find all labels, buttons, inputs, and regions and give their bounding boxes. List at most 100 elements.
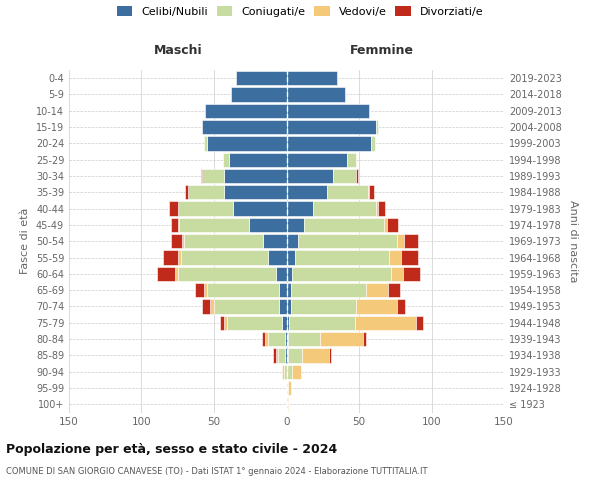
Bar — [287, 332, 288, 346]
Bar — [397, 234, 404, 248]
Bar — [195, 283, 204, 298]
Bar — [288, 348, 302, 362]
Bar — [404, 234, 418, 248]
Bar — [185, 185, 188, 200]
Bar — [355, 316, 416, 330]
Bar — [403, 266, 420, 281]
Bar — [204, 136, 207, 150]
Bar — [287, 218, 304, 232]
Bar — [274, 348, 277, 362]
Bar — [201, 169, 202, 183]
Bar — [416, 316, 423, 330]
Bar — [327, 185, 368, 200]
Bar — [388, 283, 400, 298]
Bar — [287, 136, 371, 150]
Bar — [214, 300, 279, 314]
Bar — [401, 250, 418, 264]
Bar — [287, 283, 291, 298]
Bar — [287, 348, 288, 362]
Bar — [178, 218, 179, 232]
Bar — [368, 185, 369, 200]
Bar — [289, 316, 355, 330]
Bar — [288, 332, 320, 346]
Bar — [287, 152, 347, 167]
Bar — [285, 348, 287, 362]
Bar — [386, 218, 398, 232]
Legend: Celibi/Nubili, Coniugati/e, Vedovi/e, Divorziati/e: Celibi/Nubili, Coniugati/e, Vedovi/e, Di… — [117, 6, 483, 16]
Text: Femmine: Femmine — [350, 44, 414, 58]
Text: Popolazione per età, sesso e stato civile - 2024: Popolazione per età, sesso e stato civil… — [6, 442, 337, 456]
Bar — [369, 185, 373, 200]
Bar — [287, 120, 376, 134]
Bar — [224, 316, 227, 330]
Bar — [287, 266, 292, 281]
Bar — [292, 364, 301, 379]
Bar — [229, 152, 287, 167]
Bar — [279, 300, 287, 314]
Bar — [224, 185, 287, 200]
Bar — [329, 348, 331, 362]
Bar — [366, 283, 388, 298]
Bar — [320, 332, 364, 346]
Bar — [371, 136, 375, 150]
Bar — [397, 300, 406, 314]
Bar — [333, 169, 356, 183]
Y-axis label: Anni di nascita: Anni di nascita — [568, 200, 578, 282]
Bar — [287, 316, 289, 330]
Y-axis label: Fasce di età: Fasce di età — [20, 208, 30, 274]
Bar — [207, 283, 279, 298]
Bar — [391, 266, 403, 281]
Bar — [383, 218, 386, 232]
Bar — [178, 202, 233, 216]
Bar — [205, 104, 287, 118]
Bar — [178, 266, 277, 281]
Bar — [178, 250, 181, 264]
Bar — [170, 218, 178, 232]
Bar — [181, 250, 268, 264]
Bar — [224, 169, 287, 183]
Bar — [287, 364, 292, 379]
Bar — [287, 250, 295, 264]
Bar — [279, 283, 287, 298]
Bar — [287, 104, 369, 118]
Bar — [287, 185, 327, 200]
Bar — [249, 218, 287, 232]
Bar — [287, 202, 313, 216]
Bar — [282, 364, 284, 379]
Bar — [302, 348, 329, 362]
Bar — [389, 250, 401, 264]
Bar — [376, 202, 378, 216]
Bar — [287, 71, 337, 86]
Bar — [298, 234, 397, 248]
Bar — [157, 266, 175, 281]
Bar — [268, 332, 285, 346]
Bar — [378, 202, 385, 216]
Bar — [292, 266, 391, 281]
Bar — [282, 316, 287, 330]
Bar — [277, 266, 287, 281]
Bar — [184, 234, 263, 248]
Bar — [220, 316, 224, 330]
Bar — [223, 152, 229, 167]
Bar — [204, 283, 207, 298]
Text: COMUNE DI SAN GIORGIO CANAVESE (TO) - Dati ISTAT 1° gennaio 2024 - Elaborazione : COMUNE DI SAN GIORGIO CANAVESE (TO) - Da… — [6, 468, 427, 476]
Bar — [287, 381, 288, 395]
Bar — [304, 218, 383, 232]
Bar — [285, 332, 287, 346]
Bar — [347, 152, 356, 167]
Bar — [268, 250, 287, 264]
Bar — [287, 234, 298, 248]
Bar — [295, 250, 389, 264]
Bar — [288, 381, 291, 395]
Bar — [209, 300, 214, 314]
Bar — [169, 202, 178, 216]
Bar — [202, 300, 209, 314]
Bar — [263, 234, 287, 248]
Bar — [287, 169, 333, 183]
Bar — [233, 202, 287, 216]
Bar — [278, 348, 285, 362]
Bar — [202, 120, 287, 134]
Bar — [287, 397, 288, 411]
Bar — [313, 202, 376, 216]
Bar — [236, 71, 287, 86]
